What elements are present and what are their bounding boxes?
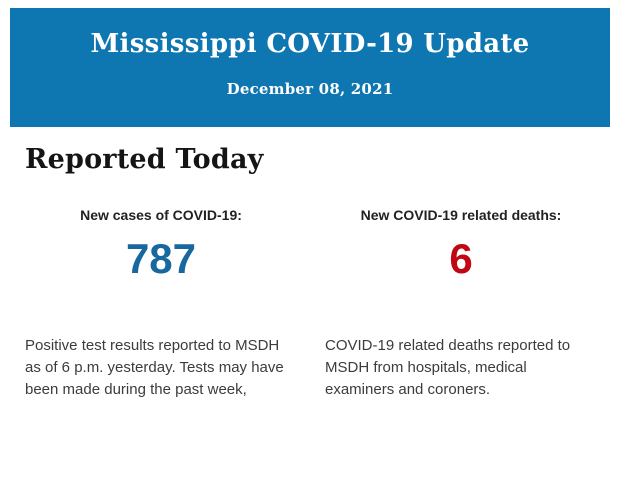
new-deaths-description: COVID-19 related deaths reported to MSDH… [325,337,571,398]
stat-new-deaths: New COVID-19 related deaths: 6 COVID-19 … [325,207,597,401]
new-cases-label: New cases of COVID-19: [80,207,242,223]
report-date: December 08, 2021 [226,80,394,98]
new-cases-description: Positive test results reported to MSDH a… [25,337,284,398]
new-deaths-value: 6 [449,235,473,282]
page-title: Mississippi COVID-19 Update [90,29,530,59]
new-deaths-label: New COVID-19 related deaths: [360,207,562,223]
new-cases-value: 787 [125,235,197,282]
stats-row: New cases of COVID-19: 787 Positive test… [25,207,597,401]
section-heading-reported-today: Reported Today [25,144,264,175]
main-content: Reported Today New cases of COVID-19: 78… [25,127,597,401]
stat-new-cases: New cases of COVID-19: 787 Positive test… [25,207,297,401]
header-banner: Mississippi COVID-19 Update December 08,… [10,8,610,127]
